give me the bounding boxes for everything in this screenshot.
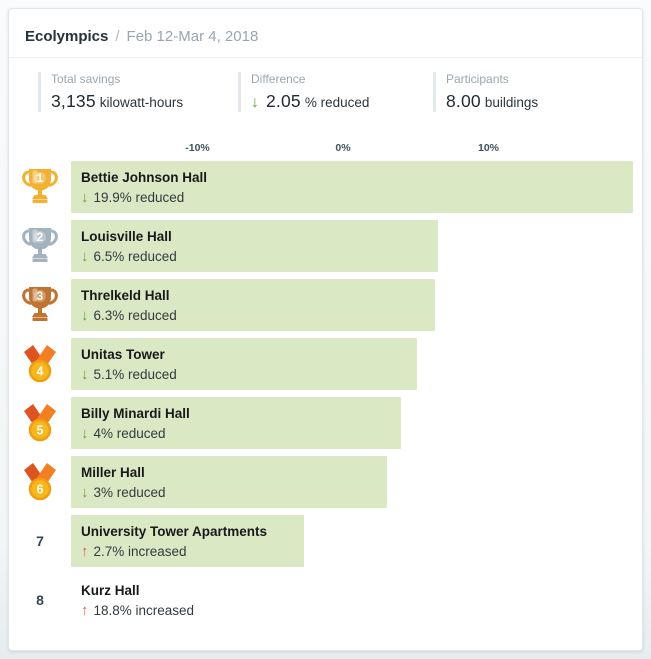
summary-stats: Total savings 3,135 kilowatt-hours Diffe… (9, 72, 642, 120)
stat-unit: buildings (484, 95, 539, 110)
axis-tick: 0% (335, 142, 351, 154)
bar[interactable] (71, 397, 402, 449)
bar[interactable] (71, 279, 435, 331)
card-header: Ecolympics / Feb 12-Mar 4, 2018 (9, 9, 642, 58)
date-range: Feb 12-Mar 4, 2018 (126, 28, 259, 45)
building-name: Kurz Hall (81, 583, 140, 598)
change-label: 6.3% reduced (93, 308, 177, 323)
down-arrow-icon: ↓ (251, 94, 259, 111)
stat-participants: Participants 8.00 buildings (433, 72, 538, 112)
stat-value: 8.00 (446, 91, 481, 111)
bar[interactable] (71, 338, 418, 390)
svg-text:3: 3 (37, 291, 43, 303)
silver-trophy-icon: 2 (17, 223, 63, 269)
stat-difference: Difference ↓ 2.05 % reduced (238, 72, 369, 112)
building-name: Bettie Johnson Hall (81, 170, 208, 185)
rank-medal-icon: 6 (17, 459, 63, 505)
change-arrow-icon: ↓ (81, 307, 89, 324)
change-arrow-icon: ↓ (81, 366, 89, 383)
change-label: 5.1% reduced (93, 367, 177, 382)
leaderboard-row: 6 Miller Hall ↓ 3% reduced (9, 456, 642, 508)
change-label: 6.5% reduced (93, 249, 177, 264)
bronze-trophy-icon: 3 (17, 282, 63, 328)
ecolympics-card: Ecolympics / Feb 12-Mar 4, 2018 Total savi… (8, 8, 643, 651)
chart-axis: -10% 0% 10% (9, 142, 642, 156)
stat-label: Participants (446, 72, 509, 86)
change-label: 18.8% increased (93, 603, 195, 618)
leaderboard-row: 3 Threlkeld Hall ↓ 6.3% reduced (9, 279, 642, 331)
svg-text:6: 6 (37, 483, 44, 497)
building-name: Louisville Hall (81, 229, 172, 244)
bar[interactable] (71, 515, 304, 567)
stat-label: Difference (251, 72, 306, 86)
svg-text:2: 2 (37, 232, 43, 244)
leaderboard-row: 4 Unitas Tower ↓ 5.1% reduced (9, 338, 642, 390)
svg-text:4: 4 (37, 365, 44, 379)
building-name: Threlkeld Hall (81, 288, 170, 303)
leaderboard-row: 7 University Tower Apartments ↑ 2.7% incr… (9, 515, 642, 567)
leaderboard-row: 5 Billy Minardi Hall ↓ 4% reduced (9, 397, 642, 449)
bar[interactable] (71, 456, 387, 508)
rank-medal-icon: 4 (17, 341, 63, 387)
rank-medal-icon: 5 (17, 400, 63, 446)
change-arrow-icon: ↑ (81, 543, 89, 560)
stat-total-savings: Total savings 3,135 kilowatt-hours (38, 72, 183, 112)
axis-tick: 10% (477, 142, 500, 154)
change-label: 3% reduced (93, 485, 166, 500)
change-arrow-icon: ↓ (81, 248, 89, 265)
stat-value: 2.05 (266, 91, 301, 111)
change-label: 4% reduced (93, 426, 166, 441)
stat-value: 3,135 (51, 91, 96, 111)
leaderboard: 1 Bettie Johnson Hall ↓ 19.9% reduced (9, 161, 642, 626)
axis-tick: -10% (185, 142, 210, 154)
change-arrow-icon: ↓ (81, 189, 89, 206)
leaderboard-row: 8 Kurz Hall ↑ 18.8% increased (9, 574, 642, 626)
building-name: Billy Minardi Hall (81, 406, 190, 421)
bar[interactable] (71, 161, 633, 213)
svg-text:1: 1 (37, 173, 44, 185)
change-label: 19.9% reduced (93, 190, 185, 205)
change-arrow-icon: ↓ (81, 425, 89, 442)
leaderboard-row: 2 Louisville Hall ↓ 6.5% reduced (9, 220, 642, 272)
building-name: Miller Hall (81, 465, 145, 480)
page-title: Ecolympics (25, 28, 109, 45)
stat-label: Total savings (51, 72, 121, 86)
stat-unit: kilowatt-hours (99, 95, 184, 110)
breadcrumb-separator: / (115, 28, 120, 45)
svg-text:5: 5 (37, 424, 44, 438)
change-arrow-icon: ↑ (81, 602, 89, 619)
leaderboard-row: 1 Bettie Johnson Hall ↓ 19.9% reduced (9, 161, 642, 213)
rank-number: 7 (36, 533, 44, 549)
building-name: Unitas Tower (81, 347, 165, 362)
building-name: University Tower Apartments (81, 524, 268, 539)
change-arrow-icon: ↓ (81, 484, 89, 501)
change-label: 2.7% increased (93, 544, 187, 559)
gold-trophy-icon: 1 (17, 164, 63, 210)
rank-number: 8 (36, 592, 44, 608)
bar[interactable] (71, 220, 438, 272)
stat-unit: % reduced (304, 95, 370, 110)
